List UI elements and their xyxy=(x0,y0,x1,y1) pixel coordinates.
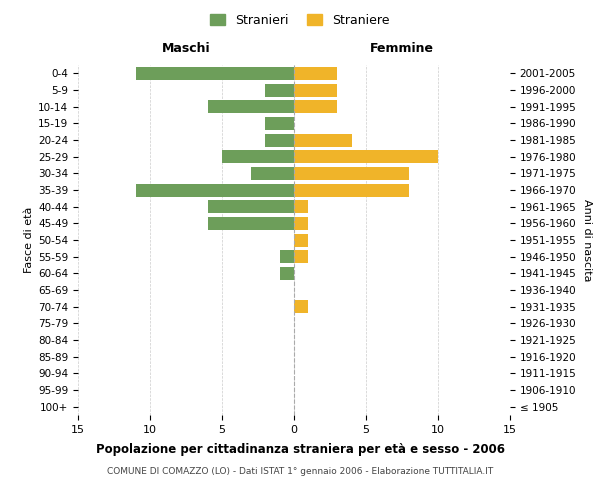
Text: Popolazione per cittadinanza straniera per età e sesso - 2006: Popolazione per cittadinanza straniera p… xyxy=(95,442,505,456)
Text: Maschi: Maschi xyxy=(161,42,211,54)
Bar xyxy=(251,167,294,180)
Bar xyxy=(280,250,294,263)
Bar xyxy=(265,117,294,130)
Bar xyxy=(265,84,294,96)
Bar xyxy=(294,217,308,230)
Bar xyxy=(208,100,294,113)
Bar xyxy=(294,250,308,263)
Bar xyxy=(136,67,294,80)
Bar xyxy=(208,217,294,230)
Bar xyxy=(294,167,409,180)
Bar xyxy=(294,200,308,213)
Text: Femmine: Femmine xyxy=(370,42,434,54)
Bar xyxy=(294,100,337,113)
Text: COMUNE DI COMAZZO (LO) - Dati ISTAT 1° gennaio 2006 - Elaborazione TUTTITALIA.IT: COMUNE DI COMAZZO (LO) - Dati ISTAT 1° g… xyxy=(107,468,493,476)
Bar xyxy=(265,134,294,146)
Bar xyxy=(294,150,438,163)
Bar xyxy=(294,84,337,96)
Bar xyxy=(222,150,294,163)
Bar xyxy=(294,184,409,196)
Bar xyxy=(136,184,294,196)
Bar xyxy=(294,134,352,146)
Bar xyxy=(294,234,308,246)
Y-axis label: Anni di nascita: Anni di nascita xyxy=(582,198,592,281)
Bar xyxy=(280,267,294,280)
Bar xyxy=(294,67,337,80)
Y-axis label: Fasce di età: Fasce di età xyxy=(24,207,34,273)
Bar xyxy=(208,200,294,213)
Legend: Stranieri, Straniere: Stranieri, Straniere xyxy=(205,8,395,32)
Bar xyxy=(294,300,308,313)
